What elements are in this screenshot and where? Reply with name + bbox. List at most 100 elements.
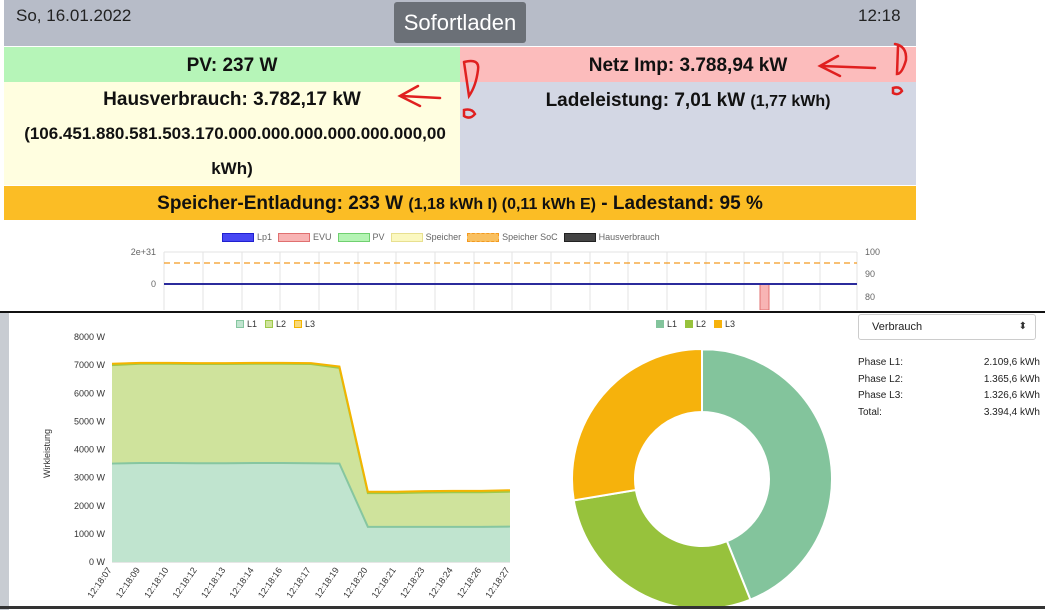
legend-label: PV bbox=[372, 232, 385, 242]
stat-value: 3.394,4 kWh bbox=[983, 406, 1040, 418]
phase-stats: Phase L1: 2.109,6 kWh Phase L2: 1.365,6 kW… bbox=[858, 355, 1040, 421]
stat-label: Phase L2: bbox=[858, 373, 904, 385]
storage-soc: - Ladestand: 95 % bbox=[601, 193, 763, 214]
y-tick-label: 1000 W bbox=[74, 529, 106, 539]
legend-l2[interactable]: L2 bbox=[265, 319, 286, 329]
grid-import: Netz Imp: 3.788,94 kW bbox=[460, 47, 916, 82]
legend-swatch bbox=[563, 232, 596, 242]
x-tick-label: 12:18:24 bbox=[426, 565, 454, 599]
y-tick-label: 2000 W bbox=[74, 501, 106, 511]
legend-l3[interactable]: L3 bbox=[294, 319, 315, 329]
evu-bar bbox=[759, 283, 770, 310]
legend-swatch bbox=[222, 232, 254, 242]
legend-swatch bbox=[656, 320, 664, 328]
legend-label: EVU bbox=[313, 232, 332, 242]
y-tick-label: 8000 W bbox=[74, 332, 106, 342]
legend-l1[interactable]: L1 bbox=[656, 319, 677, 329]
legend-pv[interactable]: PV bbox=[337, 232, 385, 242]
charge-mode-button[interactable]: Sofortladen bbox=[394, 2, 526, 43]
x-tick-label: 12:18:13 bbox=[199, 565, 227, 599]
legend-label: L3 bbox=[725, 319, 736, 329]
select-value: Verbrauch bbox=[872, 321, 923, 333]
charging-power-main: Ladeleistung: 7,01 kW bbox=[545, 90, 746, 111]
x-tick-label: 12:18:14 bbox=[227, 565, 255, 599]
legend-l3[interactable]: L3 bbox=[714, 319, 735, 329]
legend-evu[interactable]: EVU bbox=[278, 232, 332, 242]
chart-mode-select[interactable]: Verbrauch ⬍ bbox=[858, 314, 1036, 340]
donut-slice-l3[interactable] bbox=[571, 350, 703, 502]
stat-row: Total: 3.394,4 kWh bbox=[858, 405, 1040, 422]
donut-slice-l2[interactable] bbox=[572, 488, 752, 608]
stat-label: Phase L3: bbox=[858, 390, 904, 401]
charging-panel: Ladeleistung: 7,01 kW (1,77 kWh) bbox=[460, 82, 916, 185]
series-area-l2 bbox=[112, 363, 510, 527]
mini-chart-legend: Lp1 EVU PV Speicher Speicher SoC Hausver… bbox=[222, 232, 660, 242]
legend-hausverbrauch[interactable]: Hausverbrauch bbox=[563, 232, 660, 242]
stat-row: Phase L2: 1.365,6 kWh bbox=[858, 372, 1040, 389]
series-line-l3 bbox=[111, 361, 511, 493]
series-line-l1 bbox=[111, 462, 511, 528]
phase-power-chart: 8000 W 7000 W 6000 W 5000 W 4000 W 3000 W 2000… bbox=[74, 332, 512, 600]
stat-row: Phase L3: 1.326,6 kWh bbox=[858, 388, 1040, 405]
x-tick-label: 12:18:07 bbox=[85, 565, 113, 599]
x-tick-label: 12:18:21 bbox=[370, 565, 398, 599]
x-tick-label: 12:18:19 bbox=[313, 565, 341, 599]
x-tick-label: 12:18:10 bbox=[142, 565, 170, 599]
phase-energy-donut bbox=[571, 350, 833, 608]
x-tick-label: 12:18:16 bbox=[256, 565, 284, 599]
legend-label: Lp1 bbox=[257, 232, 273, 242]
stat-value: 1.326,6 kWh bbox=[983, 390, 1040, 401]
y-tick-label: 5000 W bbox=[74, 416, 106, 426]
chevron-updown-icon: ⬍ bbox=[1018, 321, 1027, 332]
legend-label: L1 bbox=[667, 319, 678, 329]
overview-chart: 2e+31 0 100 90 80 bbox=[131, 247, 880, 310]
legend-swatch bbox=[390, 232, 423, 242]
legend-speicher-soc[interactable]: Speicher SoC bbox=[467, 232, 558, 242]
y-tick-label: 4000 W bbox=[74, 445, 106, 455]
x-tick-label: 12:18:12 bbox=[171, 565, 199, 599]
left-scroll-strip bbox=[0, 313, 9, 610]
mini-y2-tick: 90 bbox=[865, 269, 875, 279]
legend-swatch bbox=[278, 232, 311, 242]
x-tick-label: 12:18:17 bbox=[284, 565, 312, 599]
legend-label: Speicher bbox=[425, 232, 462, 242]
legend-label: L1 bbox=[247, 319, 258, 329]
legend-l2[interactable]: L2 bbox=[685, 319, 706, 329]
legend-swatch bbox=[265, 320, 274, 328]
mini-y-tick: 2e+31 bbox=[131, 247, 156, 257]
charging-power: Ladeleistung: 7,01 kW (1,77 kWh) bbox=[460, 90, 916, 112]
legend-label: L2 bbox=[696, 319, 707, 329]
stat-row: Phase L1: 2.109,6 kWh bbox=[858, 355, 1040, 372]
time-display: 12:18 bbox=[858, 6, 901, 25]
x-tick-label: 12:18:26 bbox=[455, 565, 483, 599]
legend-label: Speicher SoC bbox=[502, 232, 558, 242]
y-tick-label: 0 W bbox=[89, 557, 106, 567]
x-tick-label: 12:18:23 bbox=[398, 565, 426, 599]
legend-swatch bbox=[337, 232, 370, 242]
mini-y2-tick: 80 bbox=[865, 292, 875, 302]
series-area-l1 bbox=[112, 463, 510, 562]
house-consumption-panel: Hausverbrauch: 3.782,17 kW (106.451.880.… bbox=[4, 82, 460, 185]
stat-value: 1.365,6 kWh bbox=[983, 373, 1040, 385]
legend-label: L3 bbox=[305, 319, 316, 329]
donut-slice-l1[interactable] bbox=[701, 350, 833, 601]
legend-swatch bbox=[294, 320, 303, 328]
legend-speicher[interactable]: Speicher bbox=[390, 232, 462, 242]
date-display: So, 16.01.2022 bbox=[16, 6, 132, 25]
legend-swatch bbox=[685, 320, 694, 328]
bottom-border bbox=[0, 606, 1045, 609]
legend-swatch bbox=[467, 232, 500, 242]
storage-energy: (1,18 kWh I) (0,11 kWh E) bbox=[408, 196, 597, 213]
house-consumption: Hausverbrauch: 3.782,17 kW bbox=[103, 89, 361, 110]
legend-swatch bbox=[236, 320, 244, 328]
house-energy-value: (106.451.880.581.503.170.000.000.000.000… bbox=[24, 124, 446, 143]
legend-l1[interactable]: L1 bbox=[236, 319, 257, 329]
storage-discharge: Speicher-Entladung: 233 W bbox=[157, 193, 404, 214]
storage-status: Speicher-Entladung: 233 W (1,18 kWh I) (… bbox=[4, 186, 916, 220]
stat-value: 2.109,6 kWh bbox=[983, 357, 1040, 368]
mini-y2-tick: 100 bbox=[865, 247, 880, 257]
legend-lp1[interactable]: Lp1 bbox=[222, 232, 272, 242]
section-divider bbox=[0, 311, 1045, 313]
mini-y-tick: 0 bbox=[151, 279, 156, 289]
stat-label: Total: bbox=[858, 406, 882, 418]
